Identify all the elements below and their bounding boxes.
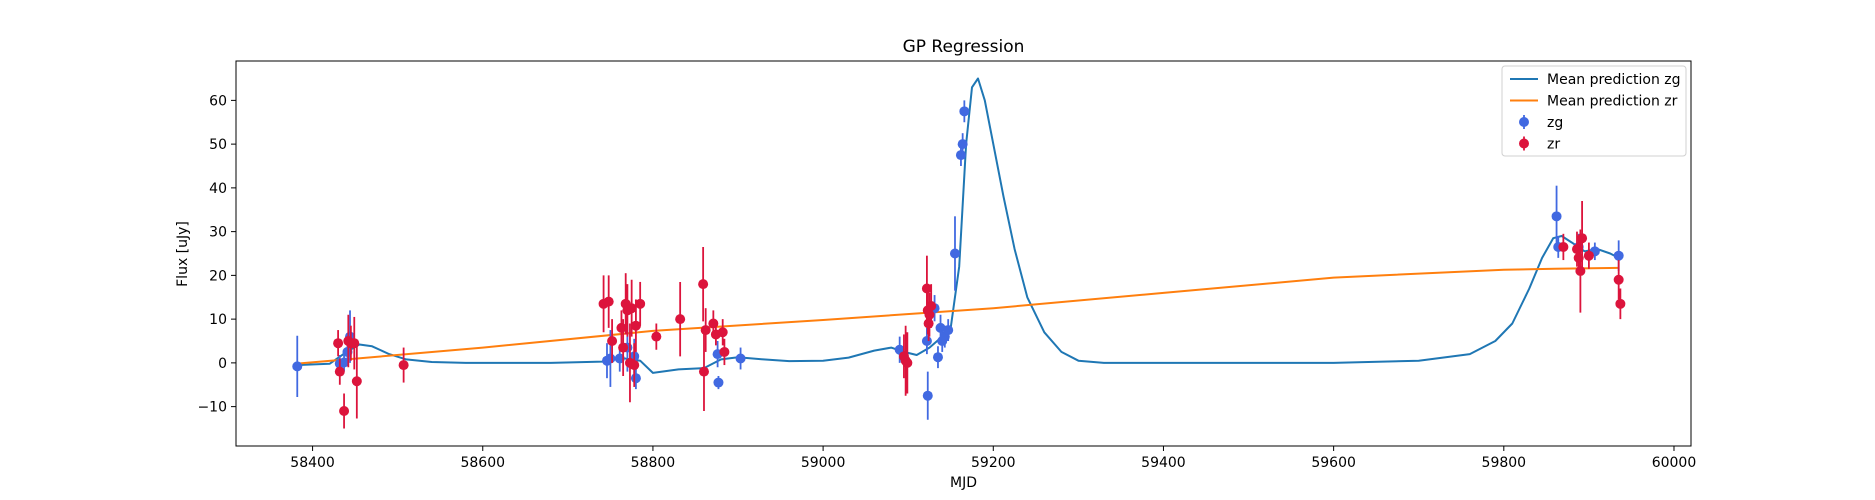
data-point-zr xyxy=(719,346,730,357)
data-point-zg xyxy=(1551,211,1562,222)
data-point-zg xyxy=(932,352,943,363)
data-point-zr xyxy=(1583,250,1594,261)
x-tick-label: 59400 xyxy=(1141,455,1186,471)
plot-frame xyxy=(235,60,1692,447)
data-point-zg xyxy=(955,150,966,161)
legend-swatch-marker-zr xyxy=(1519,138,1529,149)
chart-title: GP Regression xyxy=(903,37,1025,57)
data-point-zg xyxy=(614,353,625,364)
legend-swatch-marker-zg xyxy=(1519,117,1529,127)
data-point-zr xyxy=(1615,298,1626,309)
x-tick-label: 58800 xyxy=(631,455,676,471)
data-point-zg xyxy=(959,106,970,117)
x-axis-label: MJD xyxy=(950,475,977,491)
y-tick-label: −10 xyxy=(197,400,227,416)
x-tick-label: 59200 xyxy=(971,455,1016,471)
x-tick-label: 58400 xyxy=(290,455,335,471)
data-point-zr xyxy=(630,320,641,331)
y-tick-label: 20 xyxy=(209,268,227,284)
data-point-zr xyxy=(351,376,362,387)
data-point-zr xyxy=(603,296,614,307)
data-point-zg xyxy=(1613,250,1624,261)
legend-box xyxy=(1501,65,1687,157)
data-point-zg xyxy=(943,325,954,336)
data-point-zg xyxy=(292,361,303,372)
data-point-zr xyxy=(333,338,344,349)
series-line-mean-prediction-zr xyxy=(295,266,1619,365)
y-tick-label: 50 xyxy=(209,137,227,153)
data-point-zr xyxy=(651,331,662,342)
x-tick-label: 60000 xyxy=(1652,455,1697,471)
y-tick-label: 10 xyxy=(209,312,227,328)
data-point-zr xyxy=(635,298,646,309)
legend-label: zr xyxy=(1547,137,1560,153)
x-tick-label: 59000 xyxy=(801,455,846,471)
data-point-zr xyxy=(607,336,618,346)
y-tick-label: 60 xyxy=(209,93,227,109)
data-point-zr xyxy=(626,303,637,314)
data-point-zr xyxy=(1613,274,1624,285)
data-point-zg xyxy=(605,353,616,364)
data-point-zr xyxy=(339,406,350,416)
y-tick-label: 0 xyxy=(218,356,227,372)
data-point-zg xyxy=(713,377,724,388)
y-axis: −10 0 10 20 30 40 50 60 xyxy=(197,93,236,416)
data-point-zr xyxy=(717,327,728,338)
data-point-zr xyxy=(1575,266,1586,276)
data-point-zr xyxy=(708,318,719,329)
data-point-zr xyxy=(675,314,686,325)
data-point-zr xyxy=(698,279,709,290)
series-line-mean-prediction-zg xyxy=(295,77,1620,374)
plot-area xyxy=(235,60,1692,447)
data-point-zg xyxy=(949,248,960,259)
data-point-zr xyxy=(700,325,711,336)
data-point-zr xyxy=(1577,233,1588,244)
data-point-zr xyxy=(698,366,709,377)
y-tick-label: 40 xyxy=(209,181,227,197)
x-tick-label: 59800 xyxy=(1482,455,1527,471)
data-point-zr xyxy=(1558,241,1569,252)
y-tick-label: 30 xyxy=(209,225,227,241)
data-point-zr xyxy=(618,342,629,353)
x-axis: 58400 58600 58800 59000 59200 59400 59600 59800… xyxy=(290,446,1696,471)
legend-label: Mean prediction zg xyxy=(1547,72,1681,88)
data-point-zr xyxy=(924,309,935,320)
x-tick-label: 59600 xyxy=(1311,455,1356,471)
y-axis-label: Flux [uJy] xyxy=(175,221,191,287)
data-point-zg xyxy=(921,336,932,346)
data-point-zr xyxy=(349,338,360,349)
data-point-zg xyxy=(630,373,641,384)
data-point-zr xyxy=(926,301,937,311)
data-point-zg xyxy=(339,357,350,368)
data-point-zr xyxy=(398,360,409,371)
data-point-zg xyxy=(922,390,933,401)
data-point-zg xyxy=(735,353,746,364)
legend-label: Mean prediction zr xyxy=(1547,94,1678,110)
legend-label: zg xyxy=(1547,115,1563,131)
legend: Mean prediction zg Mean prediction zr zg zr xyxy=(1501,65,1687,157)
data-point-zr xyxy=(902,357,913,368)
data-point-zr xyxy=(334,366,345,377)
data-point-zr xyxy=(629,360,640,371)
x-tick-label: 58600 xyxy=(460,455,505,471)
data-point-zg xyxy=(957,139,968,150)
